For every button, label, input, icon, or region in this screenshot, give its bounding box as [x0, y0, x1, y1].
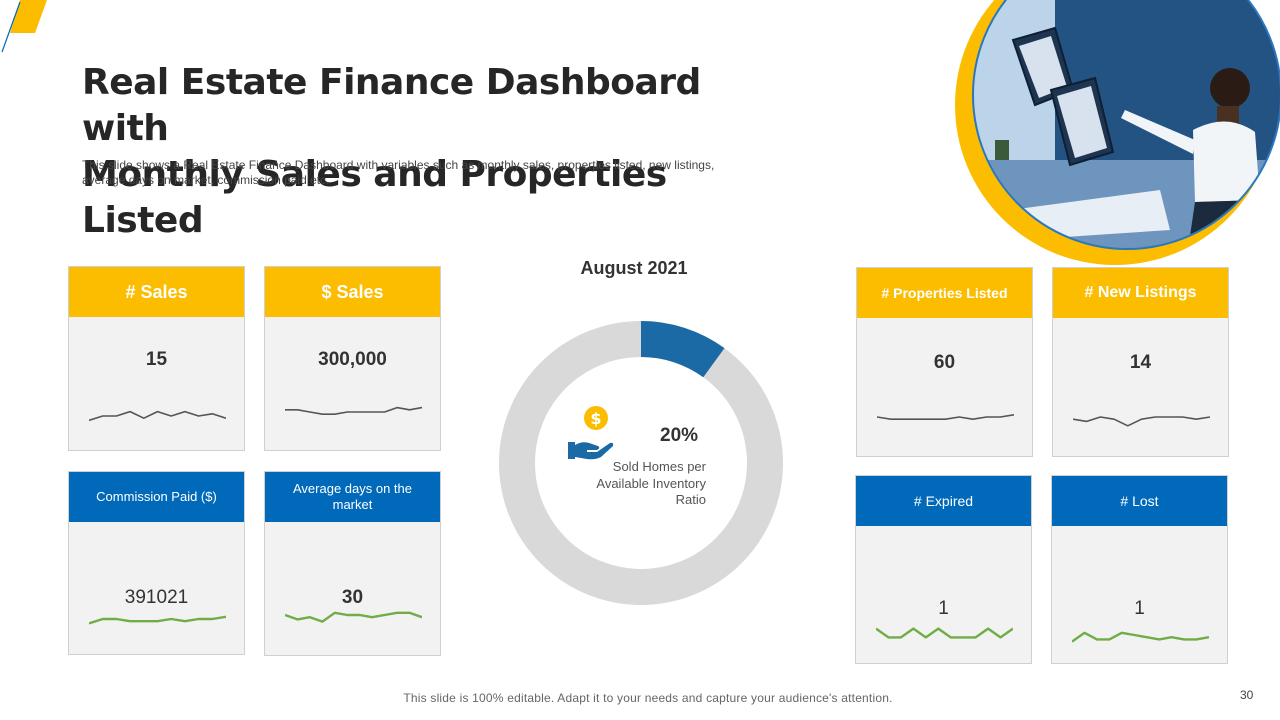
corner-accent — [1, 0, 47, 53]
page-number: 30 — [1240, 688, 1254, 702]
lost-header: # Lost — [1052, 476, 1227, 526]
dollar-sales-value: 300,000 — [318, 349, 387, 370]
new-listings-sparkline — [1073, 416, 1210, 427]
lost-card: # Lost 1 — [1051, 475, 1228, 664]
avg-days-header: Average days on the market — [265, 472, 440, 522]
lost-value: 1 — [1134, 598, 1145, 619]
commission-value: 391021 — [124, 587, 189, 608]
title-line-1: Real Estate Finance Dashboard with — [82, 62, 701, 149]
commission-card: Commission Paid ($) 391021 — [68, 471, 245, 655]
page-title: Real Estate Finance Dashboard with Month… — [82, 60, 782, 244]
sold-ratio-donut — [499, 321, 783, 605]
donut-title: August 2021 — [580, 258, 688, 278]
new-listings-header: # New Listings — [1053, 268, 1228, 318]
woman-reviewing-blueprints-photo — [973, 0, 1280, 249]
commission-sparkline — [89, 615, 226, 625]
num-sales-value: 15 — [145, 349, 168, 370]
footer-note: This slide is 100% editable. Adapt it to… — [403, 691, 893, 705]
lost-sparkline-line — [1072, 631, 1209, 643]
properties-listed-card: # Properties Listed 60 — [856, 267, 1033, 457]
donut-center-label: Sold Homes per Available Inventory Ratio — [596, 459, 706, 507]
sales-sparkline-line — [89, 410, 226, 422]
donut-slice-sold — [641, 321, 725, 378]
expired-value: 1 — [938, 598, 949, 619]
properties-listed-header: # Properties Listed — [857, 268, 1032, 318]
dollar-sales-header: $ Sales — [265, 267, 440, 317]
avg-days-sparkline-line — [285, 611, 422, 623]
dollar-sales-card: $ Sales 300,000 — [264, 266, 441, 451]
new-listings-value: 14 — [1129, 352, 1152, 373]
donut-center-value: 20% — [660, 425, 699, 446]
lost-sparkline — [1072, 631, 1209, 643]
commission-header: Commission Paid ($) — [69, 472, 244, 522]
svg-text:$: $ — [590, 409, 601, 428]
expired-header: # Expired — [856, 476, 1031, 526]
num-sales-header: # Sales — [69, 267, 244, 317]
properties-listed-sparkline-line — [877, 414, 1014, 421]
expired-sparkline — [876, 627, 1013, 639]
hand-holding-dollar-icon: $ — [568, 406, 614, 460]
num-sales-card: # Sales 15 — [68, 266, 245, 451]
dollar-sales-sparkline — [285, 406, 422, 416]
expired-sparkline-line — [876, 627, 1013, 639]
properties-listed-value: 60 — [933, 352, 956, 373]
new-listings-sparkline-line — [1073, 416, 1210, 427]
dollar-sales-sparkline-line — [285, 406, 422, 416]
new-listings-card: # New Listings 14 — [1052, 267, 1229, 457]
avg-days-value: 30 — [341, 587, 364, 608]
expired-card: # Expired 1 — [855, 475, 1032, 664]
photo-circle — [955, 0, 1280, 265]
properties-listed-sparkline — [877, 414, 1014, 421]
title-line-2: Monthly Sales and Properties Listed — [82, 154, 667, 241]
avg-days-card: Average days on the market 30 — [264, 471, 441, 656]
page-subtitle: This slide shows a Real Estate Finance D… — [82, 158, 715, 187]
sales-sparkline — [89, 410, 226, 422]
commission-sparkline-line — [89, 615, 226, 625]
avg-days-sparkline — [285, 611, 422, 623]
